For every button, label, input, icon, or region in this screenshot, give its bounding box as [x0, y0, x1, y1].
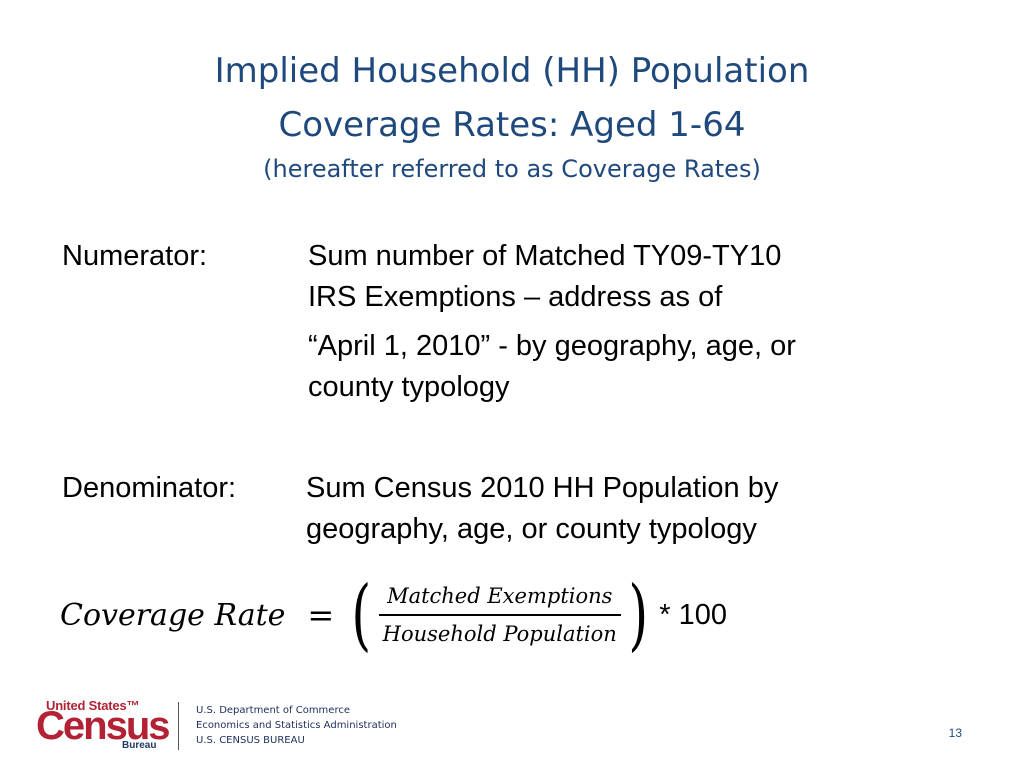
logo-top-text: United States™: [46, 698, 140, 713]
denominator-line-2: geography, age, or county typology: [306, 513, 757, 545]
footer-org-line-1: U.S. Department of Commerce: [196, 705, 350, 716]
numerator-line-3: “April 1, 2010” - by geography, age, or: [308, 330, 796, 362]
footer-org-line-3: U.S. CENSUS BUREAU: [196, 735, 305, 746]
footer-org-text: U.S. Department of Commerce Economics an…: [196, 703, 397, 748]
logo-bottom-text: Bureau: [122, 740, 157, 751]
coverage-rate-formula: Coverage Rate = ( Matched Exemptions Hou…: [60, 575, 727, 655]
census-bureau-logo: United States™ Census Bureau: [36, 698, 170, 752]
formula-right-paren: ): [628, 570, 648, 660]
numerator-line-2: IRS Exemptions – address as of: [308, 281, 723, 313]
numerator-label: Numerator:: [62, 240, 208, 272]
title-subtitle: (hereafter referred to as Coverage Rates…: [263, 155, 761, 183]
formula-denominator: Household Population: [382, 622, 617, 646]
footer-divider: [178, 702, 179, 750]
page-number: 13: [948, 726, 962, 740]
numerator-text: Sum number of Matched TY09-TY10 IRS Exem…: [308, 236, 796, 408]
denominator-text: Sum Census 2010 HH Population by geograp…: [306, 468, 778, 550]
slide-title: Implied Household (HH) Population Covera…: [0, 44, 1024, 186]
title-line-2: Coverage Rates: Aged 1-64: [278, 105, 746, 145]
numerator-line-4: county typology: [308, 371, 510, 403]
footer-org-line-2: Economics and Statistics Administration: [196, 720, 397, 731]
formula-equals: =: [307, 596, 335, 634]
denominator-line-1: Sum Census 2010 HH Population by: [306, 472, 779, 504]
title-line-1: Implied Household (HH) Population: [214, 51, 810, 91]
fraction-bar: [378, 614, 621, 616]
logo-main-text: Census: [36, 704, 170, 748]
formula-left-paren: (: [351, 570, 372, 660]
formula-fraction: Matched Exemptions Household Population: [378, 584, 621, 646]
formula-numerator: Matched Exemptions: [387, 584, 613, 608]
formula-lhs: Coverage Rate: [60, 597, 286, 633]
denominator-label: Denominator:: [62, 472, 237, 504]
numerator-line-1: Sum number of Matched TY09-TY10: [308, 240, 782, 272]
formula-multiplier: * 100: [659, 598, 727, 631]
